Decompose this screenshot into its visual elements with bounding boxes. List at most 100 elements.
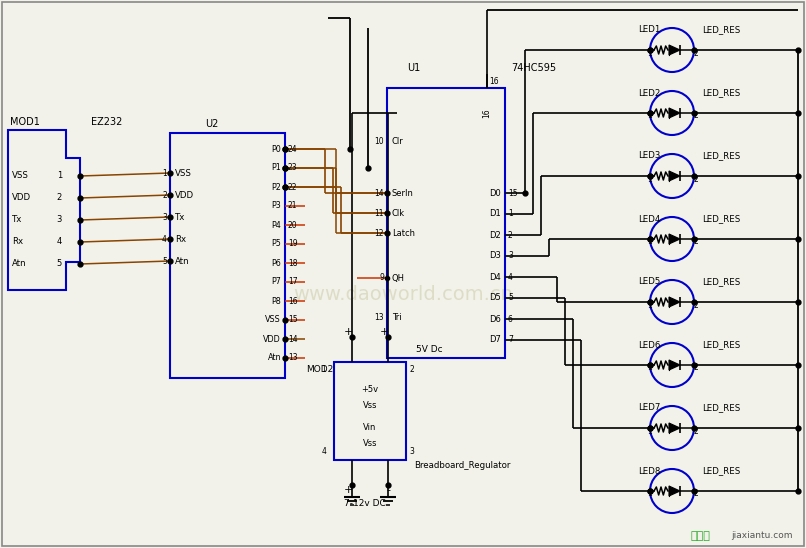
Text: +: + (343, 327, 353, 337)
Text: 16: 16 (483, 108, 492, 118)
Text: Clk: Clk (392, 208, 405, 218)
Text: 插线图: 插线图 (690, 531, 710, 541)
Text: 23: 23 (288, 163, 297, 173)
Text: 17: 17 (288, 277, 297, 287)
Polygon shape (669, 171, 680, 181)
Polygon shape (669, 486, 680, 496)
Text: 3: 3 (508, 252, 513, 260)
Text: VDD: VDD (175, 191, 194, 199)
Text: 1: 1 (647, 489, 652, 499)
Text: P8: P8 (272, 296, 281, 305)
Text: D0: D0 (489, 189, 501, 197)
Text: 4: 4 (321, 448, 326, 456)
Text: LED_RES: LED_RES (702, 214, 740, 224)
Polygon shape (669, 360, 680, 370)
Text: 2: 2 (409, 366, 413, 374)
Text: 1: 1 (647, 300, 652, 310)
Text: -: - (386, 485, 390, 495)
Text: VSS: VSS (175, 168, 192, 178)
Text: SerIn: SerIn (392, 189, 413, 197)
Text: Atn: Atn (268, 353, 281, 362)
Text: 5: 5 (508, 294, 513, 302)
Text: VDD: VDD (264, 334, 281, 344)
Text: 14: 14 (288, 334, 297, 344)
Text: 5: 5 (162, 256, 167, 265)
Text: 2: 2 (693, 363, 698, 373)
Text: 18: 18 (288, 259, 297, 267)
Text: 6: 6 (508, 315, 513, 323)
Text: 2: 2 (693, 237, 698, 247)
Bar (170, 133, 285, 378)
Text: 2: 2 (693, 426, 698, 436)
Text: 2: 2 (693, 111, 698, 121)
Text: Atn: Atn (175, 256, 189, 265)
Text: 1: 1 (647, 237, 652, 247)
Text: P2: P2 (271, 182, 281, 191)
Text: MOD1: MOD1 (10, 117, 39, 127)
Bar (387, 88, 505, 358)
Text: +: + (380, 327, 388, 337)
Text: U2: U2 (205, 119, 218, 129)
Text: LED7: LED7 (638, 403, 660, 413)
Text: 9: 9 (379, 273, 384, 283)
Text: EZ232: EZ232 (91, 117, 123, 127)
Text: 3: 3 (56, 215, 62, 225)
Text: Tri: Tri (392, 313, 401, 323)
Text: 11: 11 (375, 208, 384, 218)
Text: Breadboard_Regulator: Breadboard_Regulator (414, 461, 510, 471)
Text: 5V Dc: 5V Dc (416, 345, 442, 355)
Text: 1: 1 (647, 174, 652, 184)
Text: 20: 20 (288, 220, 297, 230)
Text: jiaxiantu.com: jiaxiantu.com (731, 532, 793, 540)
Text: 74HC595: 74HC595 (511, 63, 556, 73)
Text: P0: P0 (272, 145, 281, 153)
Text: QH: QH (392, 273, 405, 283)
Text: LED6: LED6 (638, 340, 660, 350)
Text: D5: D5 (489, 294, 501, 302)
Text: LED_RES: LED_RES (702, 466, 740, 476)
Text: LED4: LED4 (638, 214, 660, 224)
Text: VSS: VSS (12, 172, 29, 180)
Text: Vss: Vss (363, 439, 377, 448)
Text: VSS: VSS (265, 316, 281, 324)
Text: VDD: VDD (12, 193, 31, 203)
Text: LED_RES: LED_RES (702, 403, 740, 413)
Text: Clr: Clr (392, 136, 404, 146)
Text: 19: 19 (288, 239, 297, 248)
Text: 1: 1 (508, 209, 513, 219)
Text: LED_RES: LED_RES (702, 88, 740, 98)
Text: 10: 10 (374, 136, 384, 146)
Text: LED_RES: LED_RES (702, 151, 740, 161)
Text: D7: D7 (489, 335, 501, 345)
Text: 4: 4 (56, 237, 62, 247)
Text: D6: D6 (489, 315, 501, 323)
Text: 3: 3 (409, 448, 413, 456)
Text: LED_RES: LED_RES (702, 26, 740, 35)
Text: D3: D3 (489, 252, 501, 260)
Text: LED_RES: LED_RES (702, 340, 740, 350)
Polygon shape (669, 45, 680, 55)
Text: P4: P4 (272, 220, 281, 230)
Text: 15: 15 (508, 189, 517, 197)
Text: LED_RES: LED_RES (702, 277, 740, 287)
Text: 4: 4 (508, 272, 513, 282)
Polygon shape (669, 297, 680, 307)
Text: D4: D4 (489, 272, 501, 282)
Text: P6: P6 (272, 259, 281, 267)
Text: 1: 1 (56, 172, 62, 180)
Text: 15: 15 (288, 316, 297, 324)
Text: 2: 2 (693, 49, 698, 58)
Text: 4: 4 (162, 235, 167, 243)
Text: Atn: Atn (12, 260, 27, 269)
Text: 2: 2 (693, 174, 698, 184)
Text: 7: 7 (508, 335, 513, 345)
Text: Rx: Rx (12, 237, 23, 247)
Text: 16: 16 (288, 296, 297, 305)
Text: LED2: LED2 (638, 88, 660, 98)
Polygon shape (669, 108, 680, 118)
Text: Latch: Latch (392, 229, 415, 237)
Text: 13: 13 (374, 313, 384, 323)
Text: 1: 1 (647, 426, 652, 436)
Text: 2: 2 (508, 231, 513, 239)
Text: 1: 1 (647, 363, 652, 373)
